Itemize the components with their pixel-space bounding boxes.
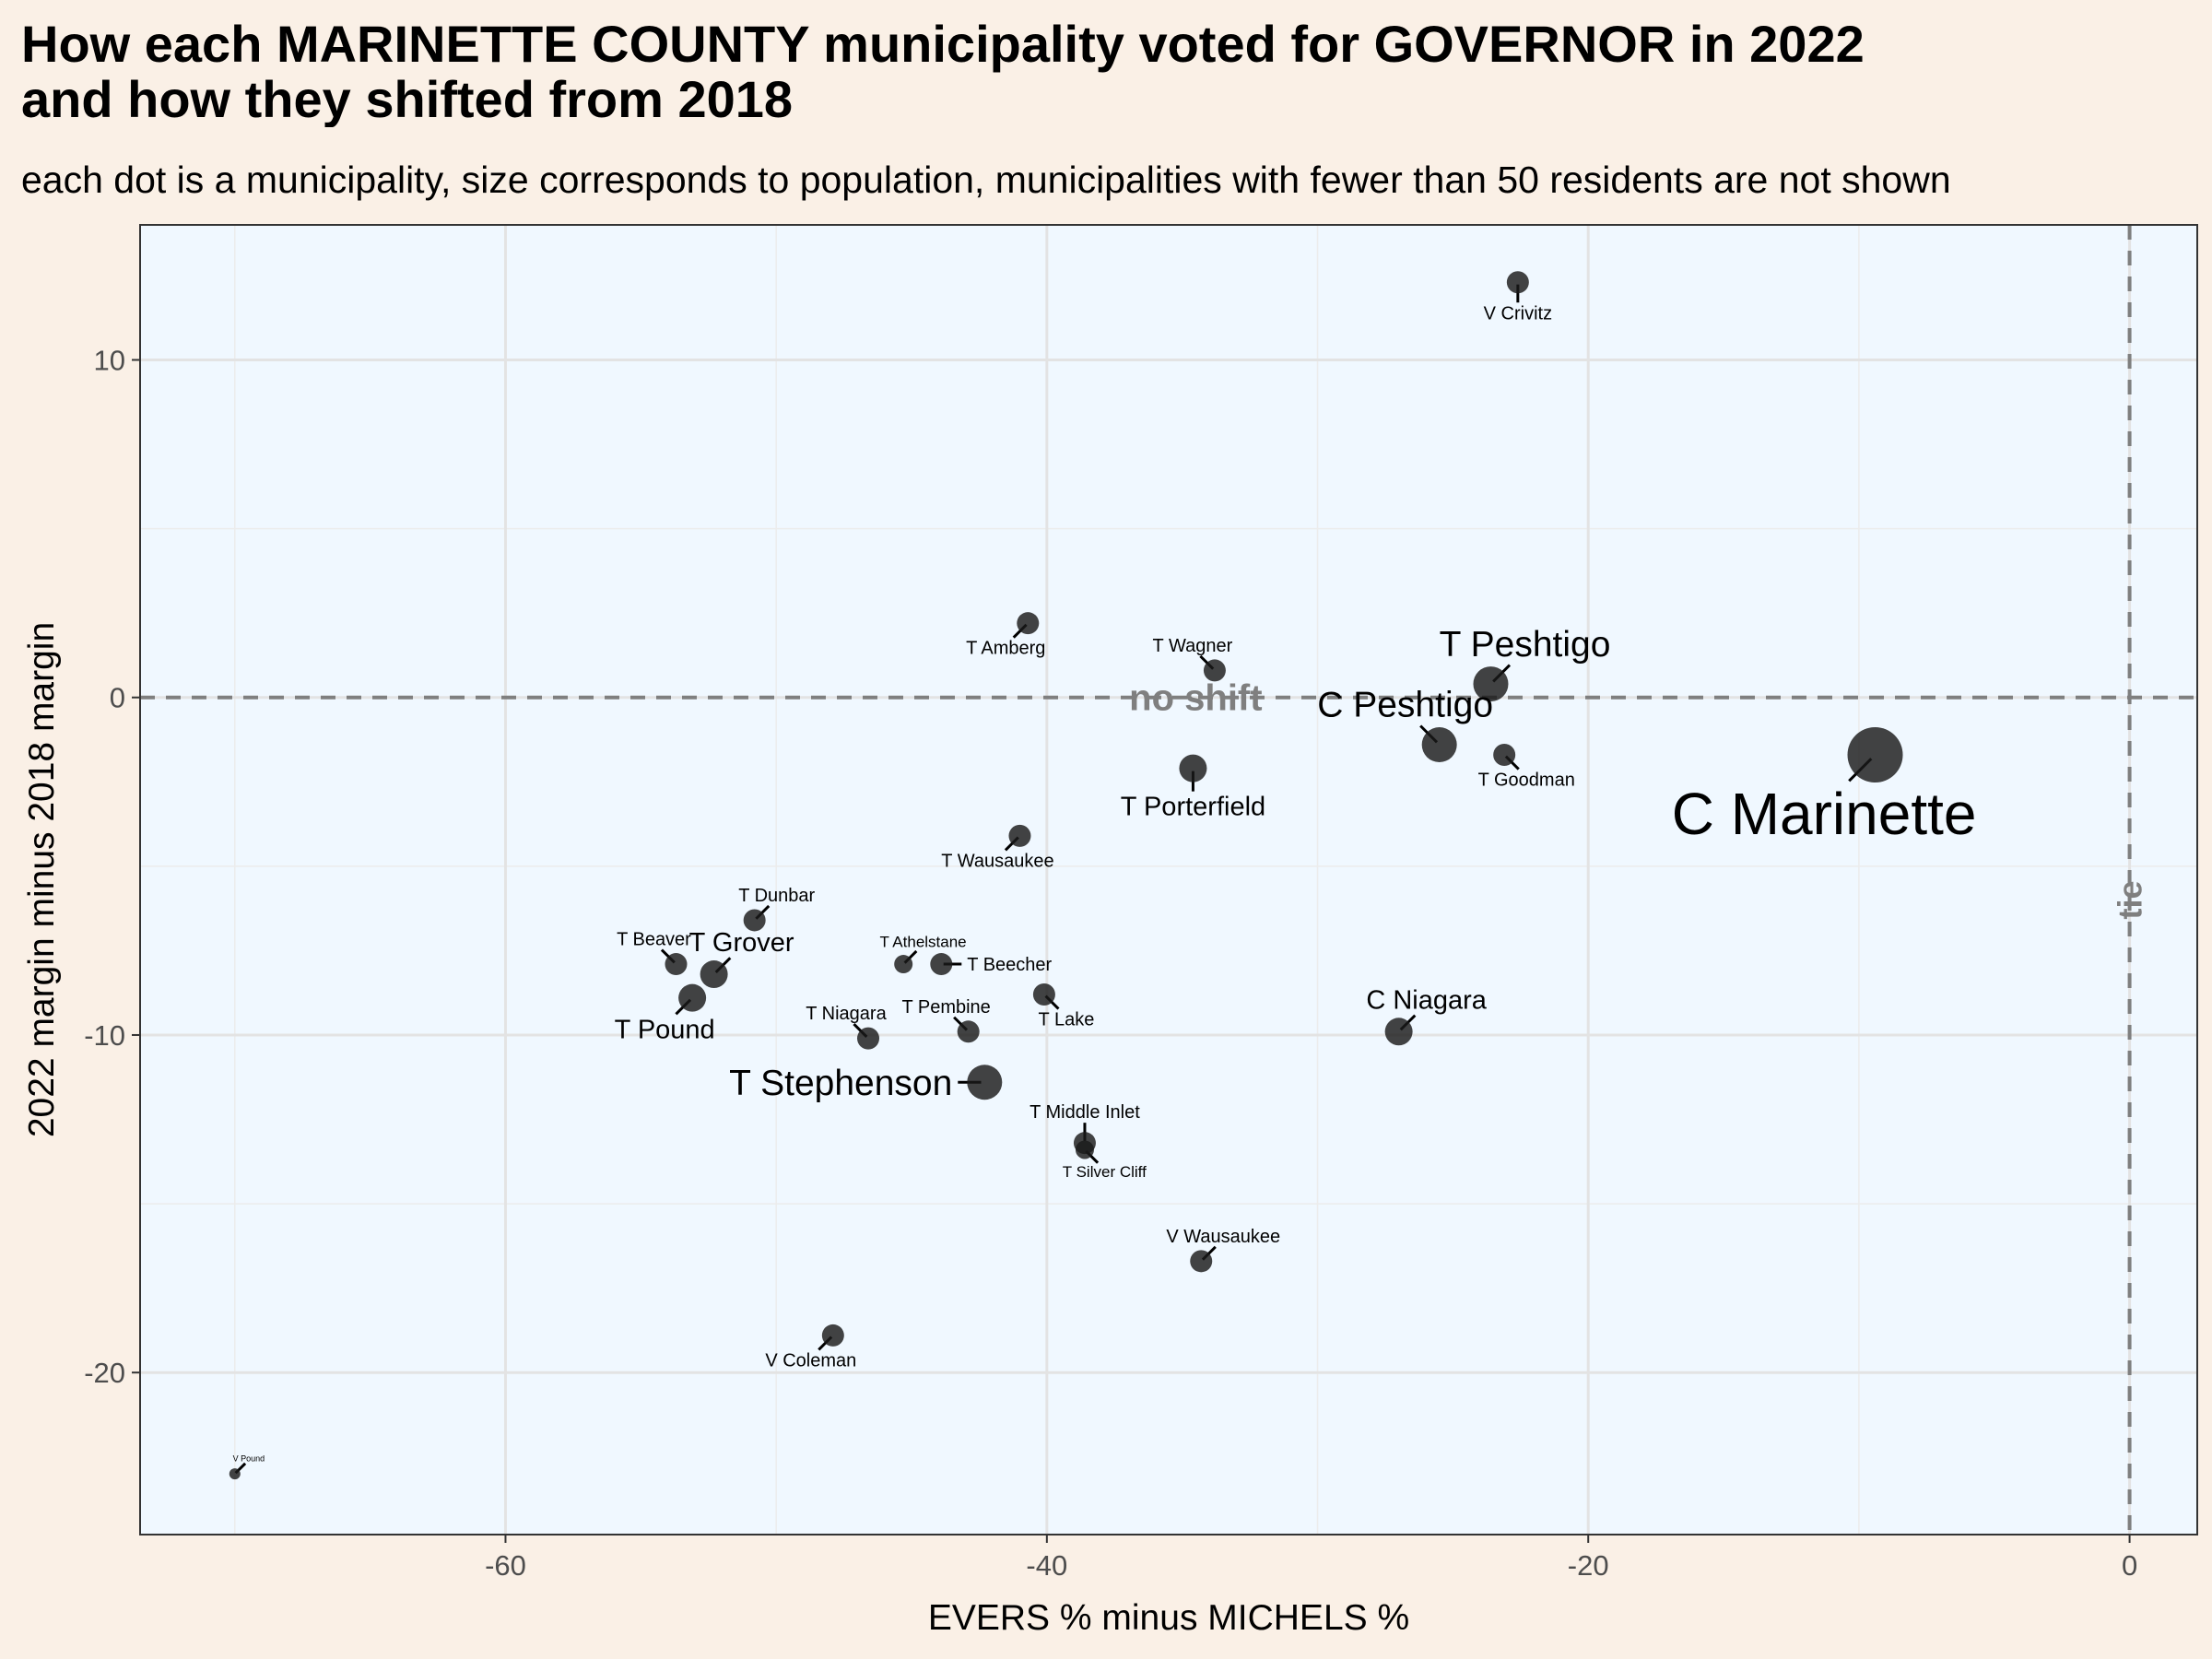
y-tick-label: 10 (94, 344, 125, 376)
point-t-stephenson (967, 1065, 1003, 1100)
point-t-goodman (1493, 743, 1516, 766)
label-c-marinette: C Marinette (1672, 781, 1977, 847)
label-v-crivitz: V Crivitz (1484, 303, 1552, 324)
chart-title-line-2: and how they shifted from 2018 (21, 70, 794, 127)
point-labels: V Crivitz T Amberg T Wagner T Peshtigo C Pes… (233, 303, 1977, 1463)
x-axis-ticks: -60 -40 -20 0 (485, 1535, 2137, 1582)
y-tick-label: 0 (110, 682, 125, 714)
minor-gridlines (140, 225, 2197, 1535)
point-t-pound (678, 983, 707, 1012)
label-v-wausaukee: V Wausaukee (1166, 1227, 1280, 1247)
label-t-middle-inlet: T Middle Inlet (1030, 1102, 1140, 1123)
point-t-lake (1032, 983, 1055, 1006)
point-t-beecher (930, 953, 953, 976)
chart-title-line-1: How each MARINETTE COUNTY municipality v… (21, 17, 1865, 73)
label-t-wagner: T Wagner (1153, 636, 1233, 656)
point-t-pembine (957, 1020, 980, 1043)
point-t-porterfield (1179, 754, 1207, 782)
plot-border (139, 224, 2198, 1535)
point-t-beaver (665, 953, 688, 976)
label-t-silver-cliff: T Silver Cliff (1063, 1163, 1147, 1181)
x-tick-label: -40 (1026, 1549, 1067, 1582)
y-axis-ticks: -20 -10 0 10 (84, 344, 140, 1389)
label-t-beecher: T Beecher (967, 955, 1052, 975)
label-t-pembine: T Pembine (901, 997, 990, 1018)
label-t-grover: T Grover (689, 928, 794, 958)
y-axis-title: 2022 margin minus 2018 margin (22, 622, 62, 1137)
label-c-peshtigo: C Peshtigo (1317, 686, 1493, 725)
y-tick-label: -20 (84, 1357, 125, 1389)
y-tick-label: -10 (84, 1019, 125, 1052)
point-v-coleman (821, 1324, 844, 1347)
point-t-silver-cliff (1075, 1140, 1094, 1159)
label-t-pound: T Pound (615, 1015, 715, 1044)
point-t-athelstane (894, 955, 913, 974)
label-t-athelstane: T Athelstane (879, 934, 966, 951)
label-t-niagara: T Niagara (806, 1004, 887, 1024)
point-c-peshtigo (1421, 727, 1457, 763)
label-t-beaver: T Beaver (617, 930, 691, 950)
label-t-dunbar: T Dunbar (738, 886, 815, 906)
x-tick-label: -60 (485, 1549, 526, 1582)
data-points (229, 271, 1903, 1480)
point-t-peshtigo (1473, 666, 1509, 702)
point-t-dunbar (743, 909, 766, 932)
label-t-peshtigo: T Peshtigo (1440, 625, 1611, 665)
chart-title: How each MARINETTE COUNTY municipality v… (21, 17, 2212, 127)
label-t-goodman: T Goodman (1478, 771, 1575, 791)
point-c-niagara (1384, 1018, 1413, 1046)
plot-panel (140, 225, 2197, 1535)
label-t-stephenson: T Stephenson (729, 1064, 952, 1103)
no-shift-annotation: no shift (1129, 678, 1262, 719)
label-t-porterfield: T Porterfield (1121, 793, 1265, 822)
point-c-marinette (1847, 726, 1903, 782)
point-t-niagara (857, 1027, 880, 1050)
point-t-wausaukee (1008, 824, 1031, 847)
label-v-pound: V Pound (233, 1454, 265, 1464)
point-v-pound (229, 1468, 241, 1480)
point-v-crivitz (1506, 271, 1529, 294)
label-c-niagara: C Niagara (1366, 985, 1487, 1015)
tie-annotation: tie (2112, 880, 2149, 919)
chart-subtitle: each dot is a municipality, size corresp… (21, 159, 1951, 201)
x-axis-title: EVERS % minus MICHELS % (928, 1598, 1409, 1638)
label-t-wausaukee: T Wausaukee (941, 851, 1053, 871)
point-t-wagner (1203, 659, 1226, 682)
point-v-wausaukee (1190, 1250, 1213, 1273)
point-t-grover (700, 960, 728, 989)
x-tick-label: 0 (2122, 1549, 2137, 1582)
label-t-lake: T Lake (1039, 1010, 1095, 1030)
label-v-coleman: V Coleman (765, 1350, 856, 1371)
label-t-amberg: T Amberg (966, 639, 1045, 659)
point-t-amberg (1017, 612, 1040, 635)
x-tick-label: -20 (1568, 1549, 1609, 1582)
